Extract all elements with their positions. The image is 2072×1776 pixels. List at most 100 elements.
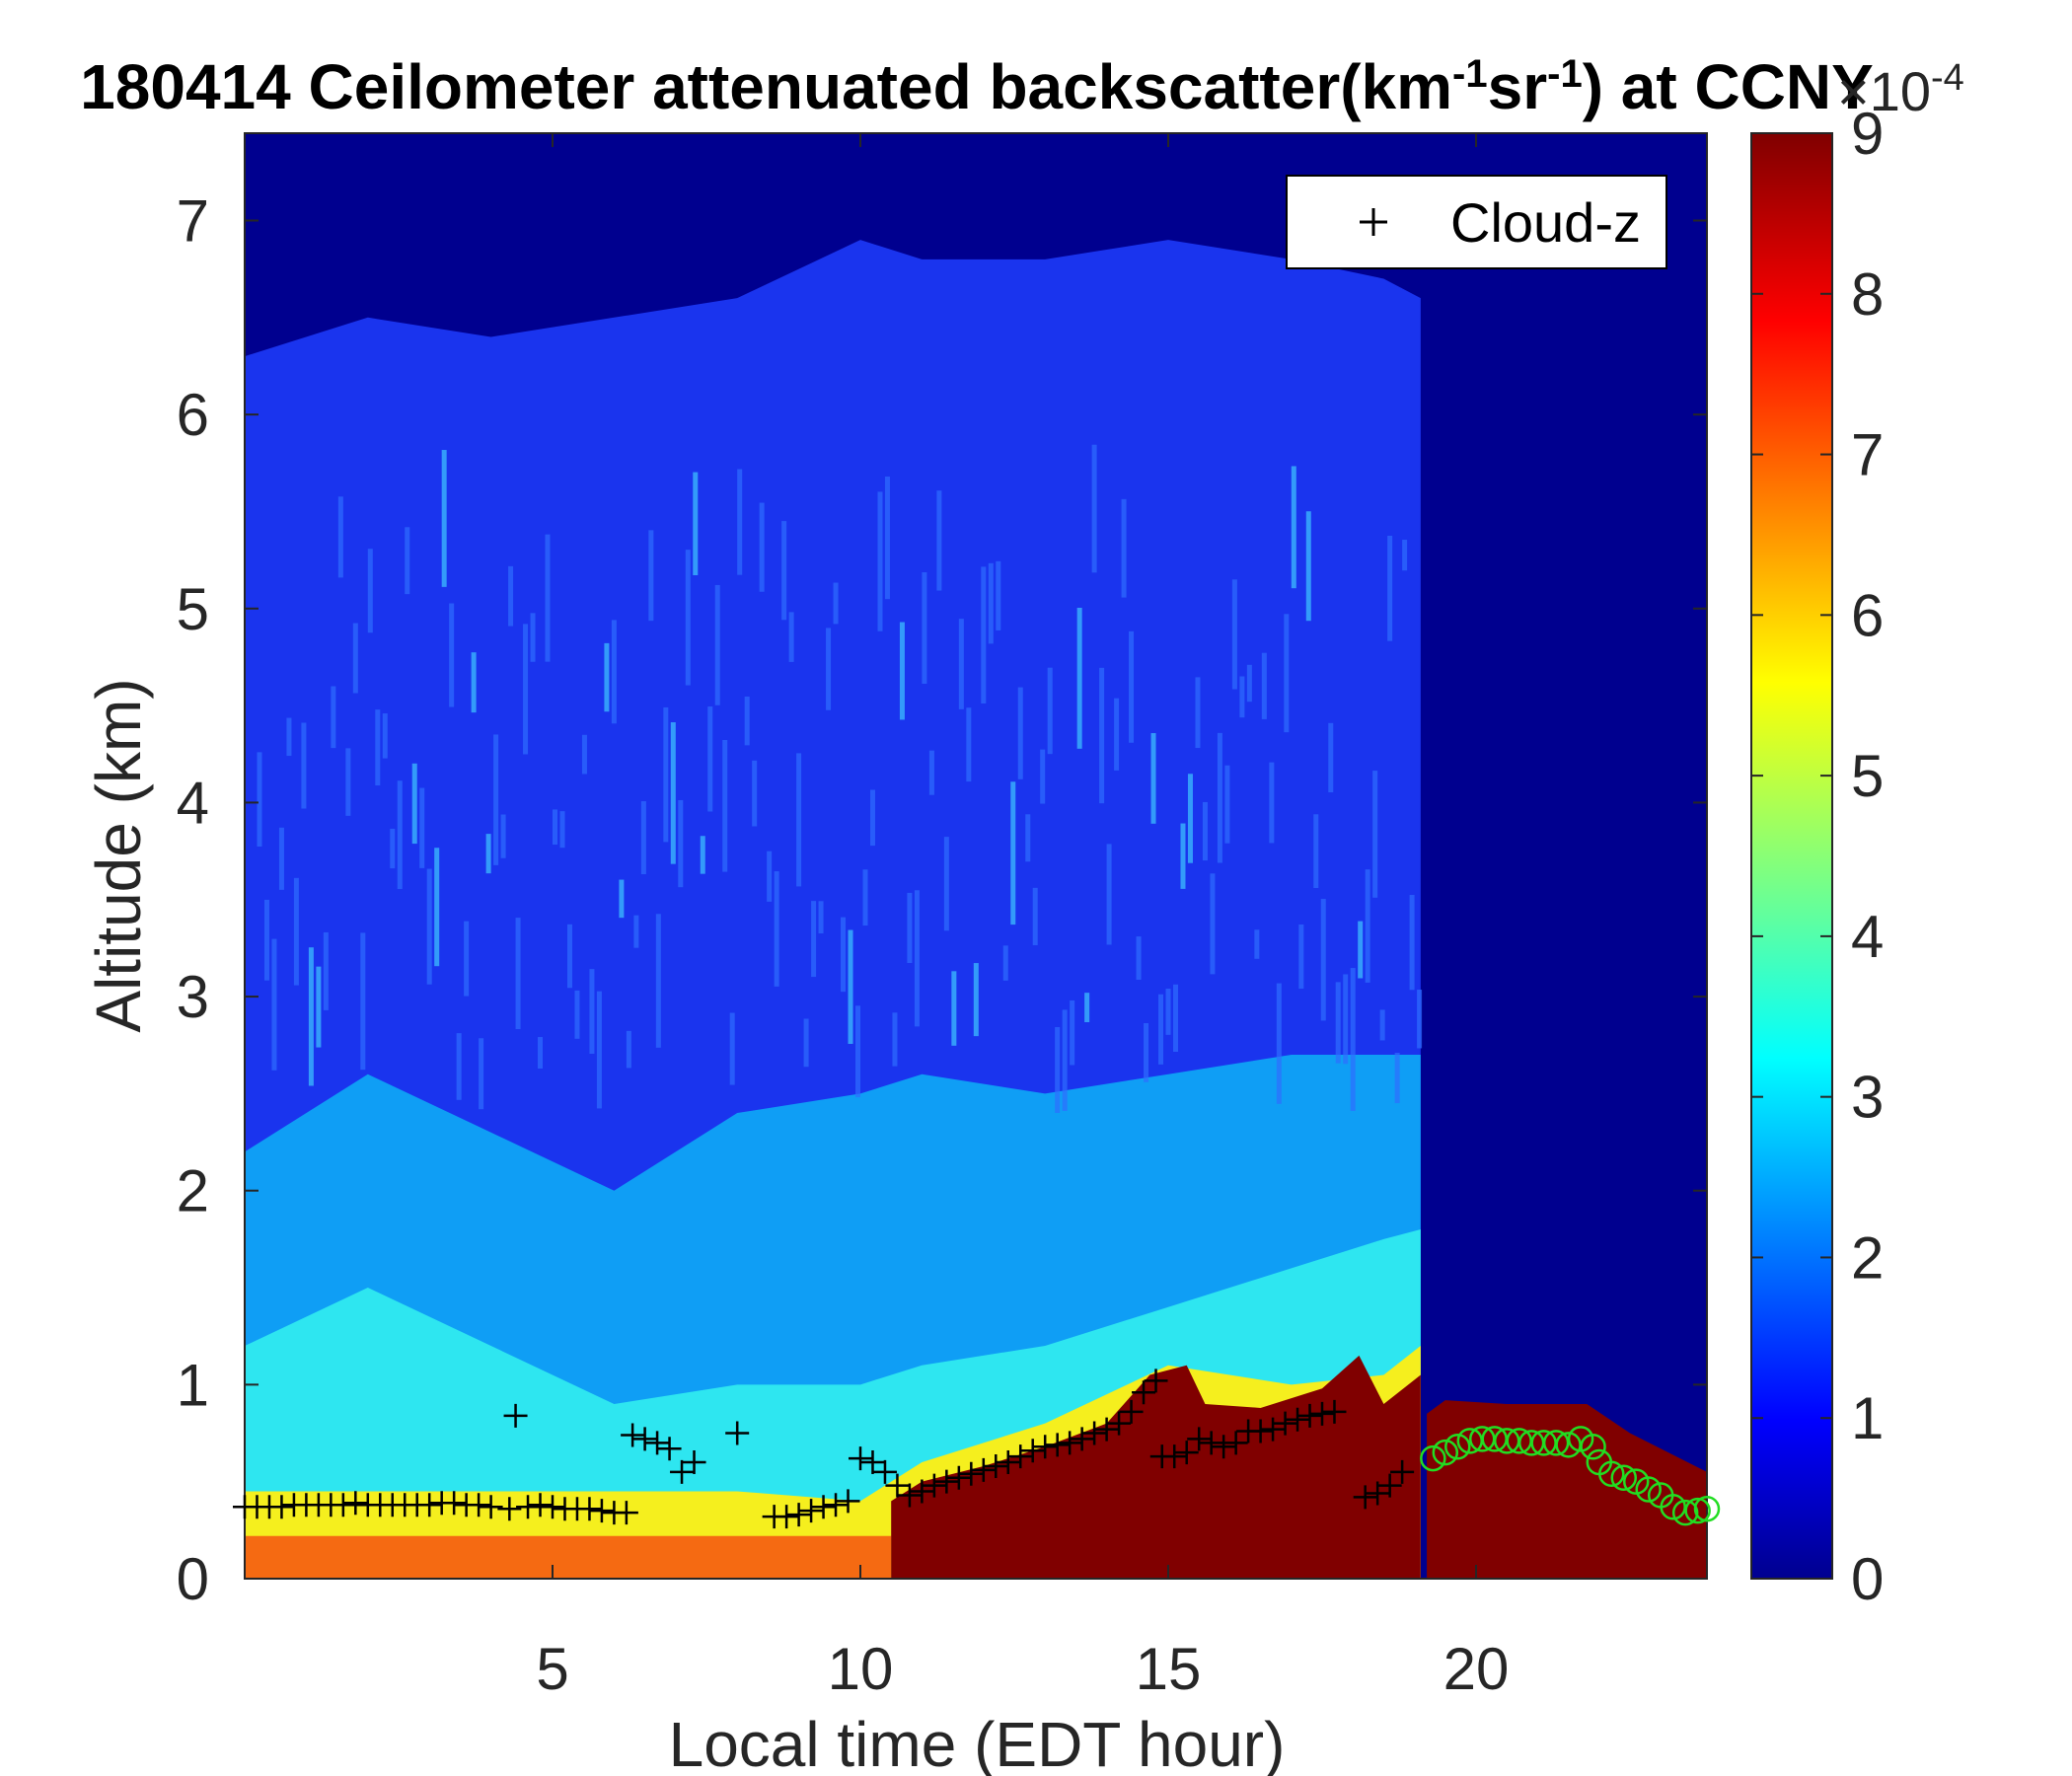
backscatter-streak	[1070, 999, 1075, 1066]
backscatter-streak	[1025, 814, 1031, 862]
x-axis: 5 10 15 20	[536, 133, 1509, 1702]
cloud-z-point	[1008, 1444, 1033, 1469]
backscatter-streak	[922, 571, 927, 684]
backscatter-streak	[833, 582, 839, 625]
backscatter-streak	[707, 706, 713, 812]
backscatter-streak	[1055, 1027, 1061, 1113]
title-superscript-2: -1	[1547, 52, 1583, 96]
backscatter-streak	[1187, 774, 1193, 863]
backscatter-streak	[604, 642, 610, 712]
backscatter-streak	[943, 837, 949, 931]
colorbar-exponent: ×10-4	[1837, 57, 1964, 122]
backscatter-streak	[1144, 1023, 1149, 1082]
backscatter-streak	[323, 931, 329, 1010]
backscatter-streak	[966, 707, 972, 782]
backscatter-streak	[788, 612, 794, 662]
cloud-z-point	[1261, 1417, 1286, 1442]
x-tick-label: 10	[828, 1636, 894, 1702]
cloud-z-point	[1070, 1427, 1094, 1451]
cloud-z-point	[971, 1457, 996, 1482]
backscatter-streak	[263, 899, 269, 981]
backscatter-streak	[1114, 698, 1120, 771]
cloud-z-point	[1132, 1380, 1156, 1405]
cloud-z-point	[1033, 1435, 1058, 1459]
backscatter-streak	[818, 901, 824, 934]
backscatter-streak	[759, 502, 765, 592]
backscatter-streak	[678, 799, 684, 888]
backscatter-streak	[685, 550, 691, 686]
green-circle-point	[1693, 1495, 1721, 1522]
backscatter-streak	[714, 584, 720, 705]
backscatter-streak	[538, 1037, 544, 1070]
backscatter-streak	[471, 652, 477, 713]
y-tick-label: 0	[177, 1546, 209, 1612]
backscatter-streak	[1202, 801, 1208, 861]
cloud-z-point	[577, 1497, 602, 1521]
chart-title: 180414 Ceilometer attenuated backscatter…	[80, 51, 1874, 122]
title-mid: sr	[1488, 51, 1548, 122]
green-circle-point	[1671, 1499, 1699, 1526]
colorbar-gradient	[1750, 132, 1833, 1580]
backscatter-streak	[737, 469, 743, 575]
backscatter-streak	[936, 490, 942, 591]
cloud-z-point	[1045, 1433, 1070, 1457]
y-tick-label: 6	[177, 382, 209, 448]
cloud-z-point	[1286, 1407, 1310, 1432]
backscatter-streak	[382, 713, 388, 759]
cloud-z-point	[1107, 1411, 1132, 1436]
backscatter-streak	[337, 496, 343, 578]
backscatter-streak	[1261, 652, 1267, 719]
backscatter-streak	[1165, 988, 1171, 1035]
y-tick-label: 5	[177, 576, 209, 642]
cloud-z-point	[1390, 1459, 1415, 1484]
cloud-z-point	[1144, 1369, 1168, 1393]
colorbar-tick-label: 7	[1851, 422, 1884, 488]
backscatter-streak	[1328, 722, 1334, 793]
backscatter-streak	[257, 752, 262, 848]
backscatter-streak	[648, 530, 654, 622]
ground-layer-band	[245, 1535, 892, 1579]
backscatter-streak	[1091, 444, 1097, 573]
x-axis-label: Local time (EDT hour)	[669, 1709, 1286, 1776]
colorbar-tick-label: 1	[1851, 1385, 1884, 1451]
colorbar-tick-label: 2	[1851, 1224, 1884, 1291]
legend-entry-cloud-z: Cloud-z	[1450, 191, 1641, 254]
backscatter-streak	[1062, 1009, 1068, 1112]
backscatter-streak	[914, 890, 920, 1027]
y-axis-label: Altitude (km)	[83, 678, 154, 1032]
cloud-z-point	[910, 1479, 934, 1504]
backscatter-streak	[1172, 984, 1178, 1053]
cloud-z-point	[1223, 1431, 1248, 1455]
backscatter-streak	[1032, 887, 1038, 945]
backscatter-streak	[1409, 895, 1415, 991]
backscatter-streak	[1343, 974, 1349, 1065]
backscatter-streak	[1313, 814, 1319, 889]
green-circle-point	[1420, 1444, 1446, 1472]
cloud-z-point	[1353, 1485, 1377, 1510]
backscatter-streak	[1158, 994, 1164, 1065]
backscatter-streak	[981, 566, 987, 703]
backscatter-streak	[1002, 945, 1008, 981]
green-circle-point	[1635, 1476, 1662, 1503]
backscatter-streak	[500, 814, 506, 858]
backscatter-streak	[744, 696, 750, 746]
backscatter-streak	[811, 901, 817, 978]
backscatter-streak	[1284, 614, 1290, 733]
y-tick-label: 2	[177, 1158, 209, 1224]
cloud-z-point	[497, 1497, 522, 1521]
backscatter-streak	[375, 709, 381, 786]
backscatter-streak	[729, 1012, 735, 1085]
backscatter-streak	[752, 760, 758, 827]
backscatter-streak	[1239, 676, 1245, 718]
y-tick-label: 7	[177, 187, 209, 254]
cloud-z-point	[670, 1459, 695, 1484]
legend-box	[1286, 175, 1667, 269]
green-circle-point	[1444, 1434, 1471, 1460]
backscatter-streak	[1084, 993, 1090, 1023]
backscatter-streak	[331, 686, 336, 749]
heatmap-plot	[245, 133, 1707, 1579]
backscatter-streak	[1076, 607, 1082, 749]
cloud-z-point	[467, 1493, 491, 1517]
backscatter-streak	[655, 914, 661, 1048]
colorbar-tick-label: 5	[1851, 743, 1884, 809]
